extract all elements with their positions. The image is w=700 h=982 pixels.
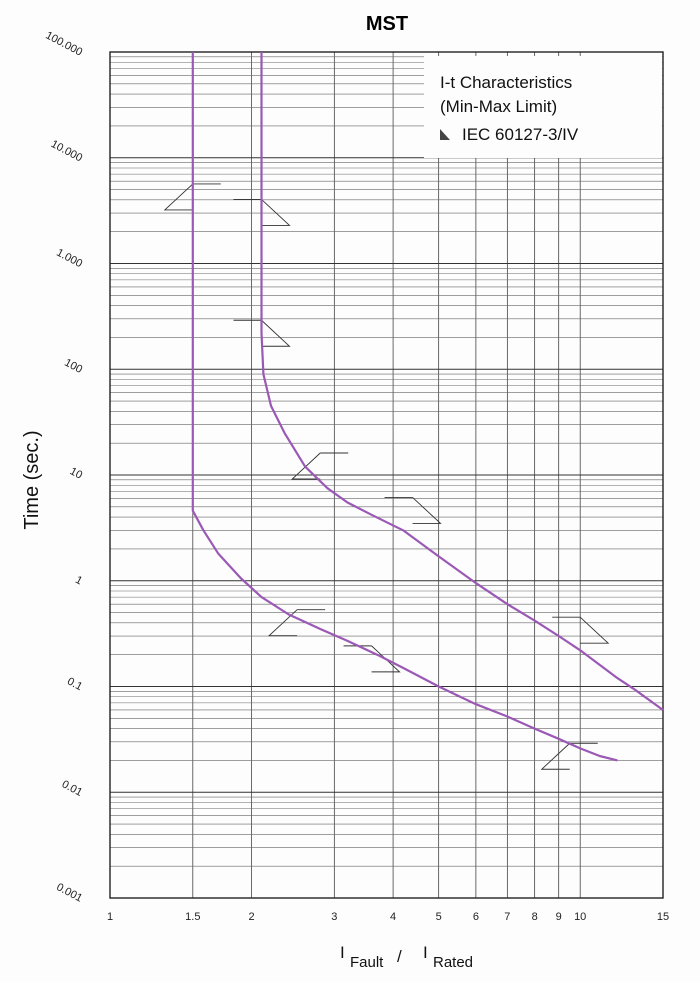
x-tick-label: 9 [556,911,562,923]
x-tick-label: 2 [248,911,254,923]
x-tick-label: 5 [436,911,442,923]
legend-box [424,56,662,158]
y-tick-label: 10.000 [49,138,84,164]
tolerance-marker [233,319,291,347]
x-tick-label: 1 [107,911,113,923]
legend-line-1: I-t Characteristics [440,73,572,92]
x-tick-label: 1.5 [185,911,200,923]
series-line-2 [260,52,664,711]
x-axis-label: I Fault / I Rated [340,943,473,971]
x-tick-label: 7 [504,911,510,923]
x-tick-label: 10 [574,911,586,923]
tolerance-marker [540,742,598,770]
tolerance-marker [291,452,349,480]
legend-marker-icon [440,129,450,140]
x-tick-label: 8 [532,911,538,923]
y-axis-label: Time (sec.) [21,430,43,529]
y-tick-label: 1 [73,574,84,587]
x-label-main-1: I [340,943,345,962]
tolerance-marker [267,609,326,637]
series-line-1 [191,52,618,762]
legend: I-t Characteristics (Min-Max Limit) IEC … [424,56,662,158]
x-tick-label: 6 [473,911,479,923]
chart-title: MST [366,13,408,35]
series-group [191,52,664,762]
x-label-main-2: I [423,943,428,962]
y-tick-label: 0.001 [54,881,84,905]
tolerance-markers [163,183,610,770]
legend-line-2: (Min-Max Limit) [440,97,557,116]
x-tick-label: 4 [390,911,396,923]
y-tick-label: 100.000 [43,29,84,58]
x-label-sub-1: Fault [350,954,384,971]
y-tick-label: 10 [68,465,84,481]
x-tick-label: 3 [331,911,337,923]
tolerance-marker [163,183,221,211]
x-label-separator: / [397,947,402,966]
y-tick-label: 1.000 [54,247,84,271]
tolerance-marker [233,198,291,226]
x-label-sub-2: Rated [433,954,473,971]
y-tick-label: 100 [62,357,84,376]
x-tick-labels: 1 1.5 2 3 4 5 6 7 8 9 10 15 [107,911,669,923]
legend-line-3: IEC 60127-3/IV [462,125,579,144]
x-tick-label: 15 [657,911,669,923]
tolerance-marker [552,616,610,644]
y-tick-label: 0.01 [60,778,85,799]
y-tick-labels: 100.000 10.000 1.000 100 10 1 0.1 0.01 0.001 [43,29,84,904]
plot-frame [109,51,664,899]
tolerance-marker [343,645,401,673]
tolerance-marker [384,496,442,524]
y-tick-label: 0.1 [65,675,84,693]
